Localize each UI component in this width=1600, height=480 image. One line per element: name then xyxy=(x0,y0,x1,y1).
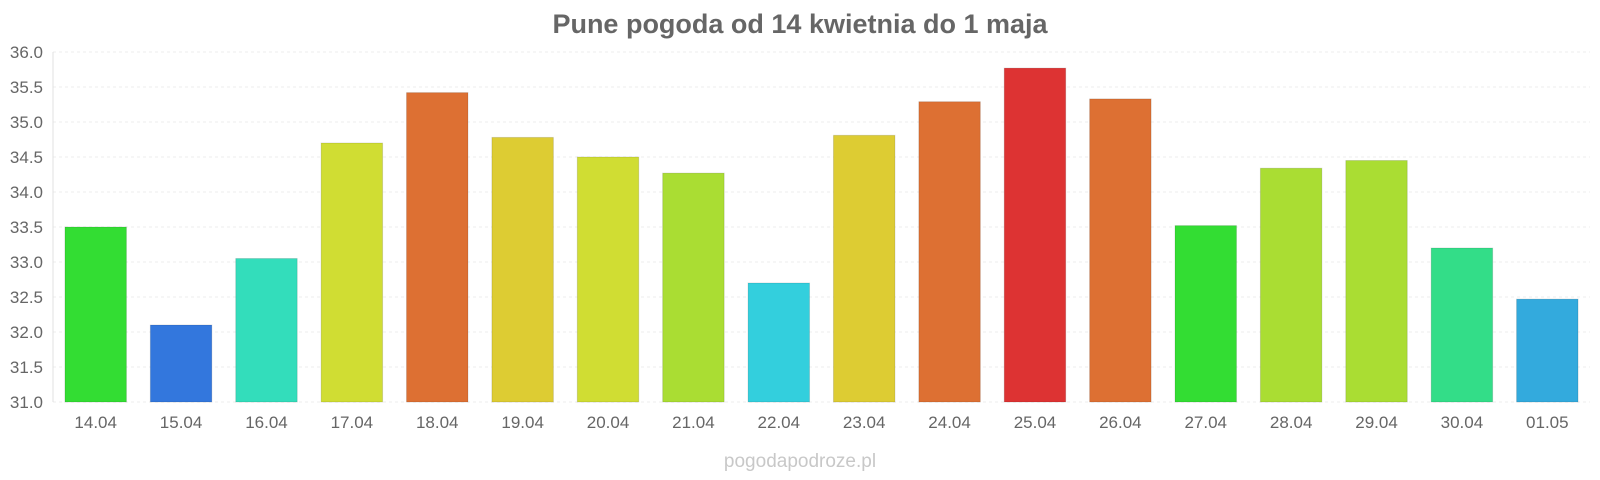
y-tick-label: 33.5 xyxy=(10,218,43,237)
bar-29.04[interactable] xyxy=(1345,160,1408,403)
x-tick-label: 18.04 xyxy=(416,413,459,432)
x-tick-label: 24.04 xyxy=(928,413,971,432)
x-tick-label: 30.04 xyxy=(1441,413,1484,432)
x-tick-label: 28.04 xyxy=(1270,413,1313,432)
x-tick-label: 29.04 xyxy=(1355,413,1398,432)
x-tick-label: 14.04 xyxy=(74,413,117,432)
x-tick-label: 01.05 xyxy=(1526,413,1569,432)
x-tick-label: 27.04 xyxy=(1184,413,1227,432)
bar-17.04[interactable] xyxy=(320,142,384,403)
bar-16.04[interactable] xyxy=(235,258,298,403)
y-tick-label: 36.0 xyxy=(10,43,43,62)
watermark: pogodapodroze.pl xyxy=(724,451,876,472)
x-tick-label: 16.04 xyxy=(245,413,288,432)
y-tick-label: 31.0 xyxy=(10,393,43,412)
y-tick-label: 35.5 xyxy=(10,78,43,97)
x-tick-label: 22.04 xyxy=(758,413,801,432)
bar-15.04[interactable] xyxy=(149,324,213,403)
x-tick-label: 20.04 xyxy=(587,413,630,432)
y-axis-ticks: 31.0 31.5 32.0 32.5 33.0 33.5 34.0 34.5 35.0 35.5… xyxy=(10,43,43,412)
y-tick-label: 32.0 xyxy=(10,323,43,342)
bar-14.04[interactable] xyxy=(64,226,127,403)
x-tick-label: 19.04 xyxy=(501,413,544,432)
x-tick-label: 17.04 xyxy=(331,413,374,432)
bar-01.05[interactable] xyxy=(1516,298,1579,403)
x-tick-label: 15.04 xyxy=(160,413,203,432)
y-tick-label: 31.5 xyxy=(10,358,43,377)
bar-23.04[interactable] xyxy=(832,134,896,403)
bars xyxy=(64,67,1579,403)
bar-25.04[interactable] xyxy=(1003,67,1067,403)
bar-20.04[interactable] xyxy=(576,156,640,403)
bar-27.04[interactable] xyxy=(1174,225,1237,403)
bar-22.04[interactable] xyxy=(747,282,811,403)
y-tick-label: 33.0 xyxy=(10,253,43,272)
bar-26.04[interactable] xyxy=(1089,98,1152,403)
grid-lines xyxy=(53,51,1590,403)
x-tick-label: 23.04 xyxy=(843,413,886,432)
y-tick-label: 32.5 xyxy=(10,288,43,307)
x-tick-label: 21.04 xyxy=(672,413,715,432)
bar-19.04[interactable] xyxy=(491,136,554,403)
y-tick-label: 34.0 xyxy=(10,183,43,202)
y-tick-label: 34.5 xyxy=(10,148,43,167)
x-tick-label: 25.04 xyxy=(1014,413,1057,432)
bar-28.04[interactable] xyxy=(1259,167,1323,403)
x-axis-ticks: 14.04 15.04 16.04 17.04 18.04 19.04 20.04 21.04… xyxy=(74,413,1568,432)
bar-24.04[interactable] xyxy=(918,101,981,403)
bar-18.04[interactable] xyxy=(406,92,469,403)
bar-30.04[interactable] xyxy=(1430,247,1494,403)
chart-title: Pune pogoda od 14 kwietnia do 1 maja xyxy=(552,9,1048,39)
bar-21.04[interactable] xyxy=(662,172,725,403)
y-tick-label: 35.0 xyxy=(10,113,43,132)
x-tick-label: 26.04 xyxy=(1099,413,1142,432)
